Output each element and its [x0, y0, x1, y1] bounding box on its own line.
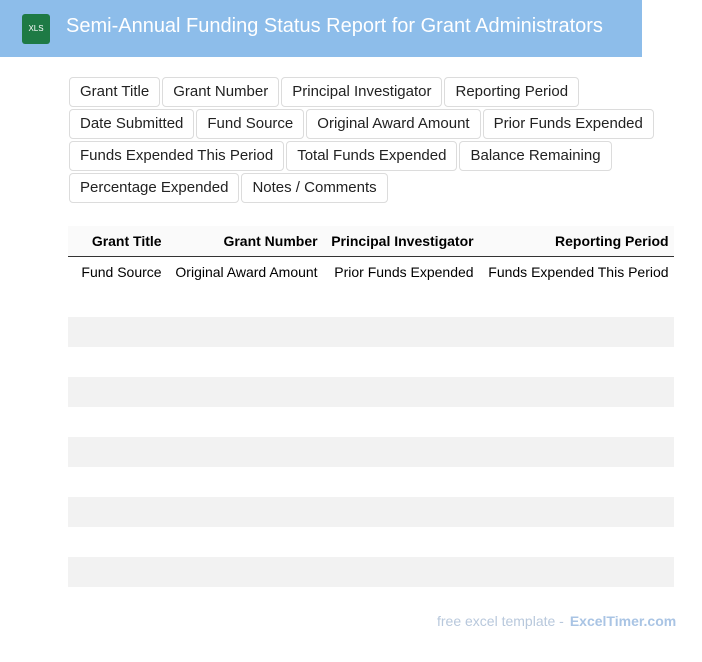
field-tag: Total Funds Expended: [286, 141, 458, 171]
cell: [478, 497, 674, 527]
cell: [166, 437, 323, 467]
cell: [68, 317, 167, 347]
cell: [166, 377, 323, 407]
cell: [68, 497, 167, 527]
cell: [166, 497, 323, 527]
cell: [68, 527, 167, 557]
title: Semi-Annual Funding Status Report for Gr…: [66, 15, 603, 37]
cell: [167, 347, 323, 377]
cell: [68, 377, 167, 407]
header: XLS Semi-Annual Funding Status Report fo…: [0, 0, 642, 57]
cell: [322, 557, 479, 587]
column-header: Grant Number: [166, 226, 323, 257]
field-tag: Reporting Period: [444, 77, 580, 107]
table-row: 7: [68, 467, 674, 497]
table: Grant Title Grant Number Principal Investi…: [68, 226, 674, 587]
table-row: 6: [68, 437, 674, 467]
column-header: Grant Title: [68, 226, 167, 257]
footer-text: free excel template -: [437, 613, 564, 629]
cell: [68, 287, 167, 317]
field-tag: Funds Expended This Period: [69, 141, 285, 171]
cell: [323, 467, 479, 497]
field-tag: Original Award Amount: [306, 109, 481, 139]
cell: [323, 347, 479, 377]
brand-link[interactable]: ExcelTimer.com: [569, 613, 677, 629]
file-icon: XLS: [22, 14, 50, 44]
column-header: Reporting Period: [478, 226, 674, 257]
cell: [322, 497, 479, 527]
cell: [479, 287, 674, 317]
field-tag: Date Submitted: [69, 109, 195, 139]
cell: Funds Expended This Period: [488, 264, 669, 280]
table-row: 8: [68, 497, 674, 527]
table-row: 10: [68, 557, 674, 587]
cell: [167, 287, 323, 317]
field-tag: Prior Funds Expended: [482, 109, 654, 139]
cell: Prior Funds Expended: [334, 264, 474, 280]
cell: [479, 407, 674, 437]
field-list: Grant Title Grant Number Principal Investi…: [69, 77, 669, 203]
cell: [166, 317, 323, 347]
table-row: 5: [68, 407, 674, 437]
cell: [322, 377, 479, 407]
table-container: Grant Title Grant Number Principal Investi…: [68, 226, 678, 587]
cell: [68, 437, 167, 467]
cell: [166, 557, 323, 587]
footer: free excel template - ExcelTimer.com: [437, 613, 676, 629]
cell: [479, 467, 674, 497]
table-row: 1: [68, 287, 674, 317]
cell: Fund Source: [81, 264, 162, 280]
cell: [68, 347, 167, 377]
cell: [478, 317, 674, 347]
header-row: Grant Title Grant Number Principal Investi…: [68, 226, 674, 257]
table-row: 4: [68, 377, 674, 407]
cell: [322, 317, 479, 347]
field-tag: Balance Remaining: [459, 141, 612, 171]
cell: [323, 407, 479, 437]
field-tag: Grant Title: [69, 77, 161, 107]
cell: [322, 437, 479, 467]
cell: [167, 467, 323, 497]
cell: [167, 527, 323, 557]
cell: [478, 437, 674, 467]
cell: [478, 557, 674, 587]
cell: [167, 407, 323, 437]
field-tag: Notes / Comments: [241, 173, 388, 203]
table-row: 3: [68, 347, 674, 377]
cell: [68, 467, 167, 497]
table-row: 9: [68, 527, 674, 557]
cell: [68, 407, 167, 437]
cell: [478, 377, 674, 407]
field-tag: Principal Investigator: [281, 77, 443, 107]
cell: [479, 527, 674, 557]
cell: [323, 287, 479, 317]
field-tag: Grant Number: [162, 77, 280, 107]
table-row: 2: [68, 317, 674, 347]
cell: [323, 527, 479, 557]
cell: Original Award Amount: [175, 264, 318, 280]
cell: [479, 347, 674, 377]
field-tag: Fund Source: [196, 109, 305, 139]
field-tag: Percentage Expended: [69, 173, 240, 203]
column-header: Principal Investigator: [322, 226, 479, 257]
cell: [68, 557, 167, 587]
